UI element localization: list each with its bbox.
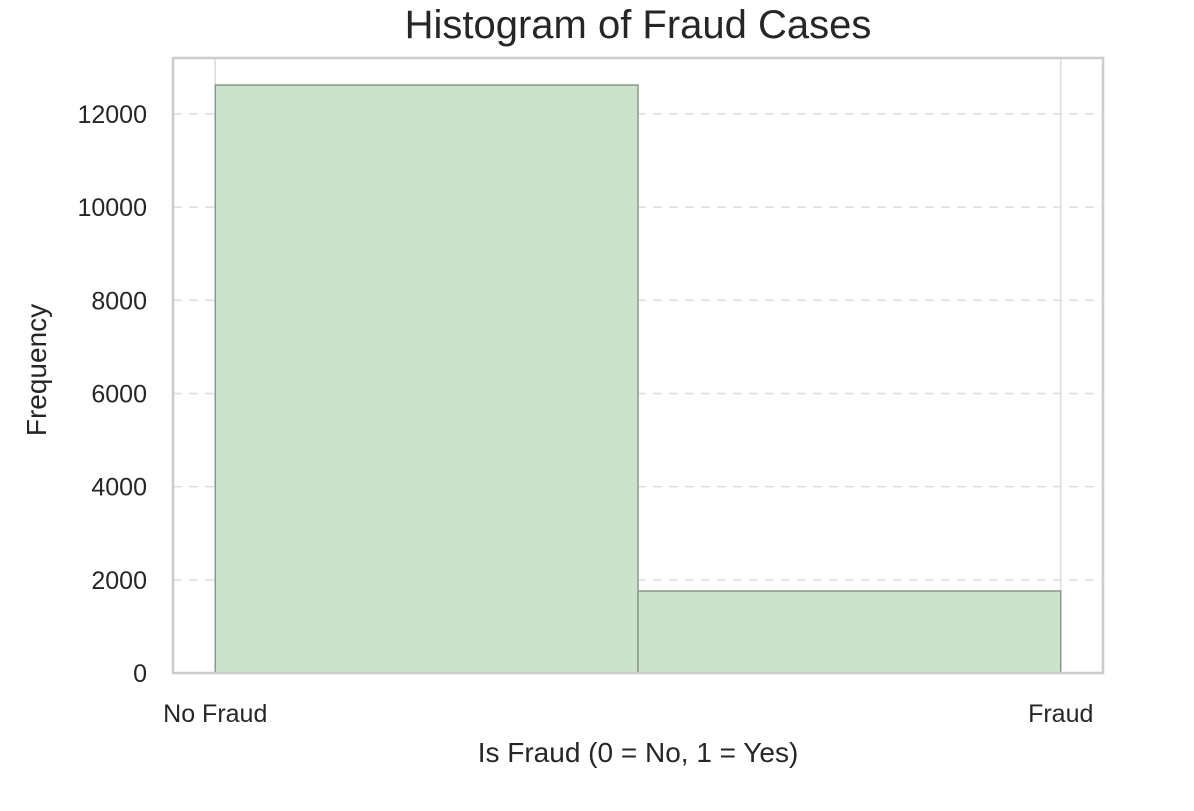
chart-title: Histogram of Fraud Cases [405,3,872,47]
x-axis-label: Is Fraud (0 = No, 1 = Yes) [478,737,799,768]
plot-frame [171,56,1105,675]
x-tick-label: No Fraud [163,700,267,728]
y-tick-label: 6000 [91,380,147,408]
y-tick-label: 12000 [77,101,147,129]
y-tick-label: 8000 [91,287,147,315]
y-tick-label: 4000 [91,474,147,502]
bar-layer [214,84,1062,674]
axis-layer: 0 2000 4000 6000 8000 10000 12000 No Fraud Fraud [77,56,1105,728]
y-axis-label: Frequency [21,304,52,436]
y-tick-label: 0 [133,660,147,688]
y-tick-label: 10000 [77,194,147,222]
histogram-bar [214,84,639,674]
x-tick-label: Fraud [1028,700,1093,728]
histogram-bar [637,590,1062,674]
y-tick-label: 2000 [91,567,147,595]
